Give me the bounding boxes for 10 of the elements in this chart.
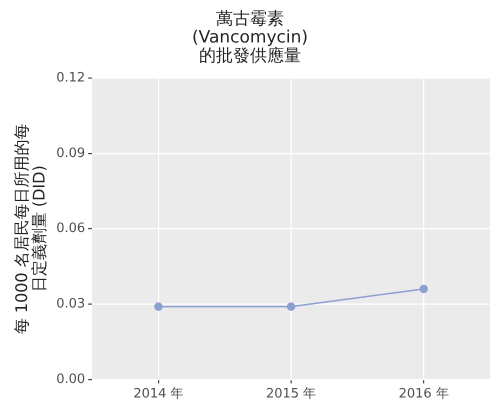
- y-tick-label: 0.00: [56, 372, 86, 387]
- x-tick-label: 2015 年: [266, 386, 316, 402]
- y-tick-label: 0.03: [56, 296, 86, 312]
- x-tick-label: 2016 年: [398, 386, 449, 402]
- y-tick-label: 0.12: [56, 70, 86, 86]
- chart-title: 萬古霉素 (Vancomycin) 的批發供應量: [192, 8, 308, 66]
- y-tick-label: 0.06: [56, 221, 86, 236]
- y-tick-label: 0.09: [56, 146, 86, 161]
- x-tick-label: 2014 年: [133, 386, 184, 402]
- y-axis-title: 每 1000 名居民每日所用的每日定義劑量 (DID): [12, 123, 49, 334]
